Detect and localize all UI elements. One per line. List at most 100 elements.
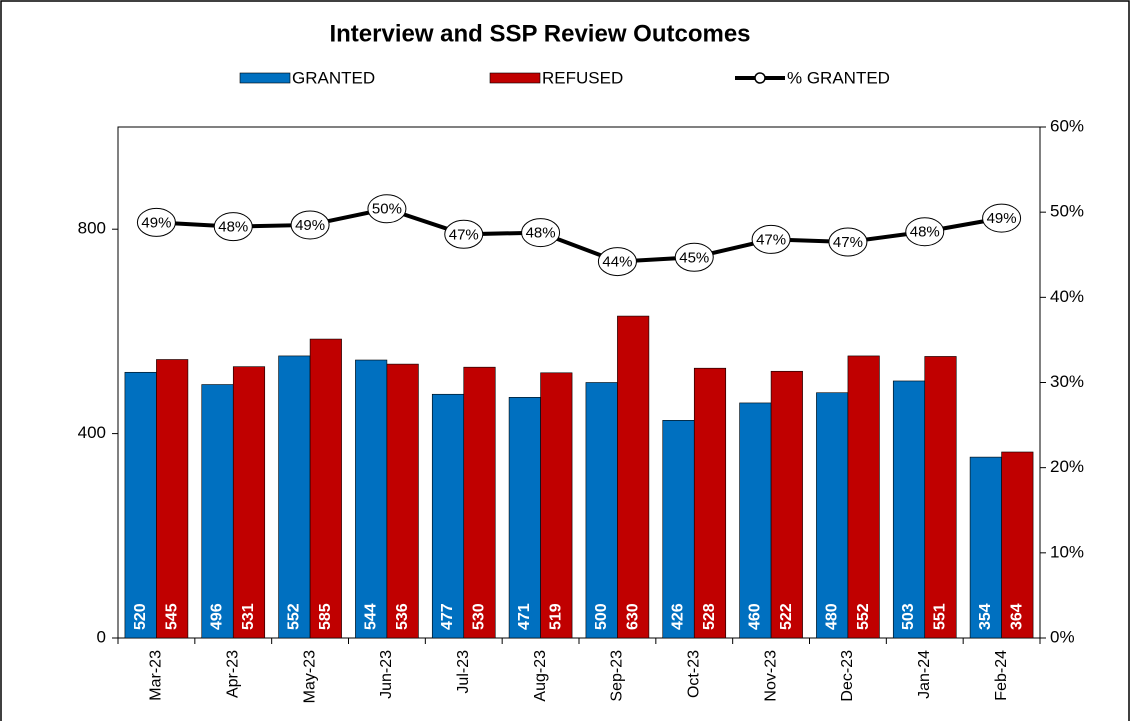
x-tick-label: Apr-23	[224, 650, 241, 698]
data-label: 45%	[679, 249, 709, 266]
bar	[386, 363, 419, 639]
data-label: 522	[778, 603, 795, 630]
chart-title: Interview and SSP Review Outcomes	[329, 20, 750, 47]
bar	[847, 355, 880, 639]
data-label: 551	[932, 603, 949, 630]
data-label: 471	[516, 603, 533, 630]
data-label: 49%	[295, 217, 325, 234]
x-tick-label: Nov-23	[762, 650, 779, 702]
data-label: 44%	[602, 254, 632, 271]
data-label: 49%	[141, 214, 171, 231]
data-label: 496	[209, 603, 226, 630]
y2-tick-label: 50%	[1050, 202, 1084, 221]
x-tick-label: Oct-23	[685, 650, 702, 698]
data-label: 49%	[987, 210, 1017, 227]
data-label: 530	[471, 603, 488, 630]
data-label: 520	[132, 603, 149, 630]
data-label: 585	[317, 603, 334, 630]
legend-label: GRANTED	[292, 68, 375, 87]
y2-tick-label: 20%	[1050, 457, 1084, 476]
data-label: 460	[747, 603, 764, 630]
data-label: 426	[670, 603, 687, 630]
bar	[1001, 451, 1034, 639]
label-bubble	[982, 203, 1022, 233]
data-label: 47%	[449, 226, 479, 243]
x-tick-label: Aug-23	[532, 650, 549, 702]
label-bubble	[213, 212, 253, 242]
data-label: 47%	[833, 234, 863, 251]
data-label: 544	[362, 603, 379, 630]
bar	[309, 338, 342, 639]
bar	[540, 372, 573, 639]
y-tick-label: 800	[78, 219, 106, 238]
x-tick-label: Jul-23	[455, 650, 472, 694]
y2-tick-label: 60%	[1050, 116, 1084, 135]
x-tick-label: Sep-23	[609, 650, 626, 702]
bar	[770, 370, 803, 639]
data-label: 545	[163, 603, 180, 630]
data-label: 50%	[372, 201, 402, 218]
bar	[739, 402, 772, 639]
legend-swatch	[489, 72, 541, 84]
y-tick-label: 0	[97, 627, 106, 646]
legend-swatch	[239, 72, 291, 84]
legend-label: % GRANTED	[787, 68, 890, 87]
y2-tick-label: 40%	[1050, 287, 1084, 306]
label-bubble	[828, 227, 868, 257]
bar	[969, 456, 1002, 639]
data-label: 48%	[218, 219, 248, 236]
data-label: 354	[977, 603, 994, 630]
line	[156, 206, 1002, 264]
y2-tick-label: 10%	[1050, 542, 1084, 561]
label-bubble	[367, 194, 407, 224]
data-label: 630	[624, 603, 641, 630]
x-tick-label: Feb-24	[993, 650, 1010, 701]
bar	[201, 384, 234, 639]
label-bubble	[290, 210, 330, 240]
data-label: 480	[823, 603, 840, 630]
data-label: 503	[900, 603, 917, 630]
bar	[156, 359, 189, 639]
data-label: 552	[286, 603, 303, 630]
data-label: 500	[593, 603, 610, 630]
bar	[816, 392, 849, 639]
bar	[924, 356, 957, 639]
label-bubble	[521, 218, 561, 248]
data-label: 47%	[756, 231, 786, 248]
bar	[232, 366, 266, 639]
label-bubble	[674, 242, 714, 272]
x-tick-label: Dec-23	[839, 650, 856, 702]
bar	[693, 367, 727, 639]
x-tick-label: Mar-23	[148, 650, 165, 701]
label-bubble	[905, 217, 945, 247]
y-tick-label: 400	[78, 423, 106, 442]
bar	[463, 366, 496, 639]
data-label: 477	[439, 603, 456, 630]
bar	[617, 315, 650, 639]
y2-tick-label: 30%	[1050, 372, 1084, 391]
data-label: 364	[1009, 603, 1026, 630]
label-bubble	[136, 207, 176, 237]
bar	[431, 393, 465, 639]
label-bubble	[597, 247, 637, 277]
data-label: 528	[701, 603, 718, 630]
x-tick-label: Jun-23	[378, 650, 395, 699]
data-label: 552	[855, 603, 872, 630]
bar	[892, 380, 926, 639]
bar	[508, 397, 541, 639]
x-tick-label: Jan-24	[916, 650, 933, 699]
label-bubble	[751, 224, 791, 254]
y2-tick-label: 0%	[1050, 627, 1075, 646]
data-label: 48%	[910, 224, 940, 241]
data-label: 519	[548, 603, 565, 630]
label-bubble	[444, 219, 484, 249]
bar	[585, 382, 618, 639]
bar	[124, 371, 157, 639]
data-label: 536	[394, 603, 411, 630]
bar	[355, 359, 388, 639]
data-label: 531	[240, 603, 257, 630]
legend-label: REFUSED	[542, 68, 623, 87]
bar	[278, 355, 311, 639]
x-tick-label: May-23	[301, 650, 318, 703]
